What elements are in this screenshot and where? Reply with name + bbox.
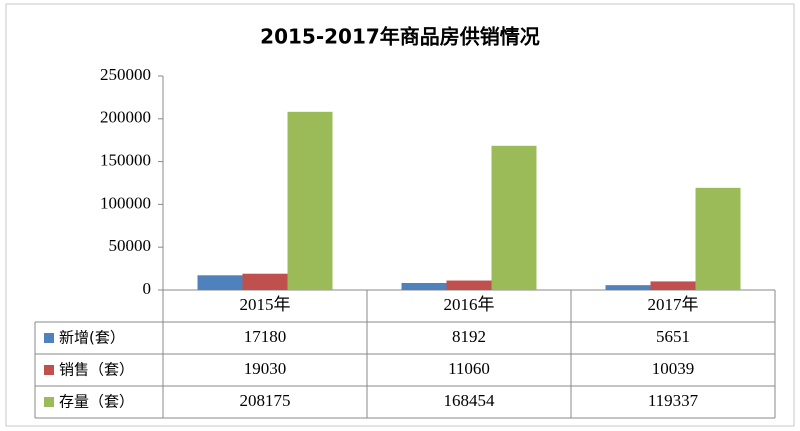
legend-key xyxy=(44,333,54,343)
bar xyxy=(287,111,333,290)
table-value: 208175 xyxy=(240,391,291,410)
y-tick-label: 250000 xyxy=(100,65,151,84)
x-tick-label: 2016年 xyxy=(444,295,495,314)
bar xyxy=(242,273,288,290)
bar xyxy=(197,275,243,290)
x-tick-label: 2015年 xyxy=(240,295,291,314)
legend-key xyxy=(44,365,54,375)
legend-key xyxy=(44,397,54,407)
legend-label: 存量（套） xyxy=(59,393,134,411)
y-tick-label: 0 xyxy=(143,279,152,298)
y-tick-label: 150000 xyxy=(100,151,151,170)
bar xyxy=(650,281,696,290)
chart-title: 2015-2017年商品房供销情况 xyxy=(260,25,540,49)
legend-label: 销售（套） xyxy=(59,361,134,379)
bar xyxy=(446,280,492,290)
table-value: 8192 xyxy=(452,327,486,346)
bar xyxy=(605,285,651,290)
bar xyxy=(401,282,447,290)
table-value: 17180 xyxy=(244,327,287,346)
chart-frame xyxy=(5,3,795,427)
table-value: 10039 xyxy=(652,359,695,378)
bar xyxy=(491,145,537,290)
table-value: 168454 xyxy=(444,391,496,410)
table-value: 19030 xyxy=(244,359,287,378)
table-value: 119337 xyxy=(648,391,699,410)
x-tick-label: 2017年 xyxy=(648,295,699,314)
y-tick-label: 200000 xyxy=(100,108,151,127)
table-value: 11060 xyxy=(448,359,490,378)
y-tick-label: 100000 xyxy=(100,193,151,212)
bar xyxy=(695,187,741,290)
table-value: 5651 xyxy=(656,327,690,346)
y-tick-label: 50000 xyxy=(109,236,152,255)
legend-label: 新增(套） xyxy=(59,329,125,347)
